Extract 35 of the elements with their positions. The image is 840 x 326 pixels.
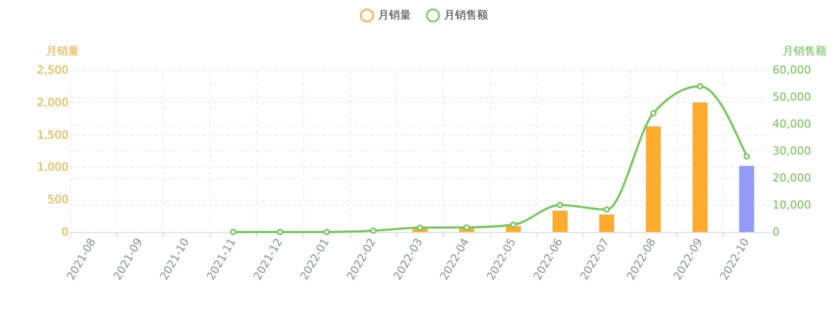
point [230,228,236,236]
point [556,202,564,208]
point [370,228,376,234]
y2-tick-label: 40,000 [772,118,811,130]
y-tick-label: 2,000 [37,96,68,109]
y2-tick-label: 0 [772,226,780,238]
point [696,83,704,90]
y-tick-label: 500 [48,193,68,206]
y2-tick-label: 30,000 [772,144,811,158]
y2-axis-title: 月销售额 [782,44,826,58]
y-tick-label: 1,000 [37,160,68,174]
point [604,206,610,213]
y2-tick-label: 10,000 [772,198,811,212]
legend-label: 月销售额 [444,8,488,22]
y2-tick-label: 20,000 [772,172,811,184]
point [276,228,284,236]
y-tick-label: 2,500 [37,64,68,76]
legend-label: 月销量 [378,8,411,22]
y-tick-label: 0 [62,226,68,238]
point [324,228,330,236]
point [650,110,656,116]
point [416,224,424,231]
y2-tick-label: 60,000 [772,64,811,76]
y-tick-label: 1,500 [37,128,68,142]
y2-tick-label: 50,000 [772,90,811,104]
bar [692,102,708,232]
bar [646,126,661,232]
bar [552,210,568,232]
bar [599,214,614,232]
bar [739,166,754,232]
bar [506,226,521,232]
point [510,222,516,228]
point [744,153,750,160]
y-axis-title: 月销量 [46,44,79,58]
point [464,224,470,230]
